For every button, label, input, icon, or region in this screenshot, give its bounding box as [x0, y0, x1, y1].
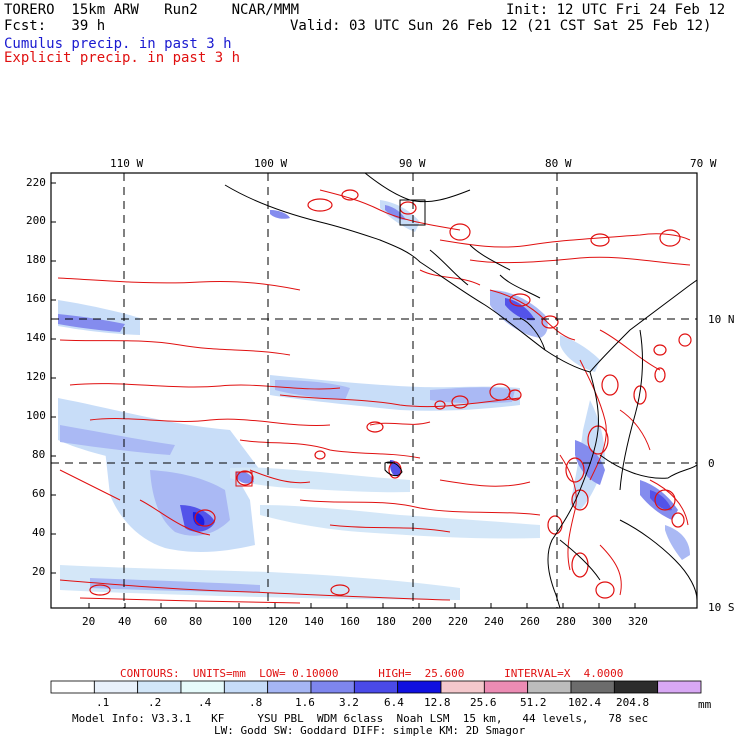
colorbar-label-6.4: 6.4	[384, 696, 404, 709]
explicit-precip-contours	[57, 189, 691, 604]
colorbar-swatch	[570, 680, 615, 694]
x-tick-80: 80	[189, 615, 203, 628]
colorbar-swatch	[397, 680, 442, 694]
explicit-field-label: Explicit precip. in past 3 h	[4, 50, 241, 66]
coastlines	[224, 173, 697, 608]
colorbar-swatch	[483, 680, 529, 694]
colorbar-swatch	[223, 680, 269, 694]
y-tick-180: 180	[26, 253, 46, 266]
map-frame	[50, 172, 698, 609]
x-tick-60: 60	[154, 615, 168, 628]
colorbar	[50, 680, 702, 694]
x-tick-120: 120	[268, 615, 288, 628]
y-tick-120: 120	[26, 370, 46, 383]
colorbar-swatch	[93, 680, 139, 694]
model-info: Model Info: V3.3.1 KF YSU PBL WDM 6class…	[72, 712, 649, 725]
x-tick-180: 180	[376, 615, 396, 628]
colorbar-label-1.6: 1.6	[295, 696, 315, 709]
lon-label-70w: 70 W	[690, 157, 717, 170]
valid-time: Valid: 03 UTC Sun 26 Feb 12 (21 CST Sat …	[290, 18, 712, 34]
colorbar-unit: mm	[698, 698, 712, 711]
lat-label-0: 0	[708, 457, 715, 470]
forecast-hour: Fcst: 39 h	[4, 18, 106, 34]
y-tick-200: 200	[26, 214, 46, 227]
y-tick-160: 160	[26, 292, 46, 305]
x-tick-320: 320	[628, 615, 648, 628]
x-tick-280: 280	[556, 615, 576, 628]
contour-info: CONTOURS: UNITS=mm LOW= 0.10000 HIGH= 25…	[120, 667, 624, 680]
colorbar-label-51.2: 51.2	[520, 696, 547, 709]
x-tick-100: 100	[232, 615, 252, 628]
y-tick-60: 60	[32, 487, 46, 500]
lat-label-10s: 10 S	[708, 601, 735, 614]
colorbar-swatch	[50, 680, 95, 694]
y-tick-80: 80	[32, 448, 46, 461]
colorbar-swatch	[353, 680, 399, 694]
colorbar-label-0.2: .2	[148, 696, 162, 709]
colorbar-label-12.8: 12.8	[424, 696, 451, 709]
model-title: TORERO 15km ARW Run2 NCAR/MMM	[4, 2, 300, 18]
colorbar-label-3.2: 3.2	[339, 696, 359, 709]
y-tick-140: 140	[26, 331, 46, 344]
colorbar-swatch	[180, 680, 225, 694]
x-tick-140: 140	[304, 615, 324, 628]
colorbar-label-204.8: 204.8	[616, 696, 650, 709]
colorbar-label-25.6: 25.6	[470, 696, 497, 709]
frame-ticks	[51, 182, 636, 608]
colorbar-label-102.4: 102.4	[568, 696, 602, 709]
lon-label-80w: 80 W	[545, 157, 572, 170]
y-tick-40: 40	[32, 526, 46, 539]
x-tick-20: 20	[82, 615, 96, 628]
y-tick-20: 20	[32, 565, 46, 578]
lat-lon-grid	[51, 173, 697, 608]
physics-info: LW: Godd SW: Goddard DIFF: simple KM: 2D…	[214, 724, 526, 737]
lon-label-100w: 100 W	[254, 157, 288, 170]
colorbar-label-0.4: .4	[198, 696, 212, 709]
y-tick-220: 220	[26, 176, 46, 189]
x-tick-200: 200	[412, 615, 432, 628]
x-tick-240: 240	[484, 615, 504, 628]
colorbar-swatch	[527, 680, 572, 694]
cumulus-field-label: Cumulus precip. in past 3 h	[4, 36, 232, 52]
lat-label-10n: 10 N	[708, 313, 735, 326]
highlight-box	[235, 471, 253, 487]
init-time: Init: 12 UTC Fri 24 Feb 12	[506, 2, 726, 18]
colorbar-swatch	[613, 680, 659, 694]
colorbar-swatch	[267, 680, 312, 694]
colorbar-swatch	[310, 680, 355, 694]
lon-label-90w: 90 W	[399, 157, 426, 170]
colorbar-label-0.8: .8	[249, 696, 263, 709]
x-tick-260: 260	[520, 615, 540, 628]
colorbar-label-0.1: .1	[96, 696, 110, 709]
colorbar-swatch	[137, 680, 182, 694]
colorbar-swatch	[657, 680, 702, 694]
colorbar-swatch	[440, 680, 485, 694]
x-tick-220: 220	[448, 615, 468, 628]
x-tick-40: 40	[118, 615, 132, 628]
lon-label-110w: 110 W	[110, 157, 144, 170]
x-tick-160: 160	[340, 615, 360, 628]
x-tick-300: 300	[592, 615, 612, 628]
y-tick-100: 100	[26, 409, 46, 422]
